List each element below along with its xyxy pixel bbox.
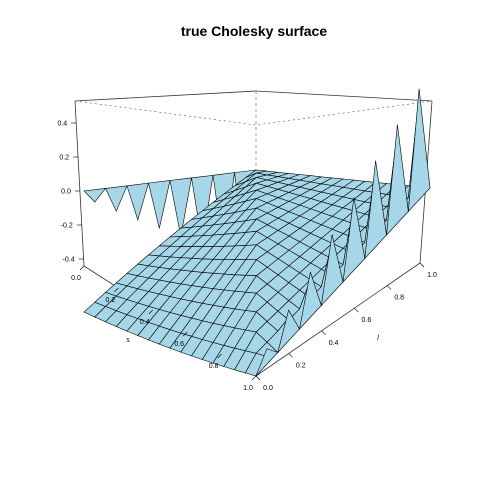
chart-title: true Cholesky surface bbox=[181, 23, 327, 39]
box-left-edge bbox=[74, 100, 85, 267]
back-zigzag-facet bbox=[342, 197, 366, 283]
front-zigzag-facet bbox=[169, 177, 192, 237]
x-tick-label: 0.4 bbox=[140, 319, 150, 326]
x-tick-label: 0.6 bbox=[174, 341, 184, 348]
y-tick-label: 0.2 bbox=[296, 362, 306, 369]
y-tick-label: 0.6 bbox=[362, 317, 372, 324]
y-axis-label: l bbox=[377, 335, 379, 342]
back-zigzag-facet bbox=[386, 124, 409, 236]
back-zigzag-facet bbox=[255, 348, 279, 377]
y-tick-mark bbox=[288, 353, 294, 358]
x-tick-label: 0.0 bbox=[71, 275, 81, 282]
back-zigzag-facet bbox=[320, 234, 344, 307]
y-tick-label: 1.0 bbox=[427, 272, 437, 279]
back-zigzag-facet bbox=[407, 88, 431, 213]
z-tick-label: -0.2 bbox=[61, 223, 73, 230]
y-tick-mark bbox=[419, 262, 425, 268]
z-tick-label: 0.2 bbox=[59, 155, 69, 162]
front-zigzag-facet bbox=[83, 188, 107, 203]
back-zigzag-facet bbox=[299, 272, 322, 330]
box-back-top-edge-right bbox=[255, 90, 433, 102]
box-bottom-right-edge bbox=[255, 262, 421, 377]
x-tick-mark bbox=[182, 331, 188, 337]
y-tick-mark bbox=[321, 330, 326, 336]
x-tick-label: 0.2 bbox=[106, 297, 116, 304]
back-zigzag-facet bbox=[277, 309, 300, 353]
z-axis: -0.4 -0.2 0.0 0.2 0.4 bbox=[57, 121, 84, 264]
box-top-front-dotted bbox=[74, 100, 433, 126]
y-tick-label: 0.8 bbox=[394, 295, 404, 302]
z-tick-label: 0.4 bbox=[57, 121, 67, 128]
x-tick-mark bbox=[79, 265, 85, 271]
z-tick-label: -0.4 bbox=[63, 257, 75, 264]
y-tick-mark bbox=[354, 307, 359, 313]
box-back-top-edge bbox=[74, 90, 257, 102]
x-tick-mark bbox=[217, 353, 222, 359]
front-zigzag-facet bbox=[126, 182, 149, 222]
x-tick-label: 1.0 bbox=[243, 385, 253, 392]
x-axis: 0.0 0.2 0.4 0.6 0.8 1.0 s bbox=[71, 265, 257, 392]
y-tick-label: 0.0 bbox=[263, 385, 273, 392]
x-tick-mark bbox=[251, 375, 257, 381]
front-zigzag-facet bbox=[148, 180, 171, 229]
x-tick-mark bbox=[114, 287, 119, 293]
x-axis-label: s bbox=[126, 337, 130, 344]
y-tick-mark bbox=[255, 375, 261, 381]
surface-mesh bbox=[83, 88, 431, 377]
x-tick-mark bbox=[148, 309, 154, 315]
y-tick-mark bbox=[386, 285, 392, 290]
y-tick-label: 0.4 bbox=[329, 340, 339, 347]
x-tick-label: 0.8 bbox=[209, 363, 219, 370]
z-tick-label: 0.0 bbox=[61, 189, 71, 196]
back-zigzag-facet bbox=[364, 160, 387, 260]
y-axis: 0.0 0.2 0.4 0.6 0.8 1.0 l bbox=[255, 262, 437, 392]
front-zigzag-facet bbox=[105, 185, 128, 212]
